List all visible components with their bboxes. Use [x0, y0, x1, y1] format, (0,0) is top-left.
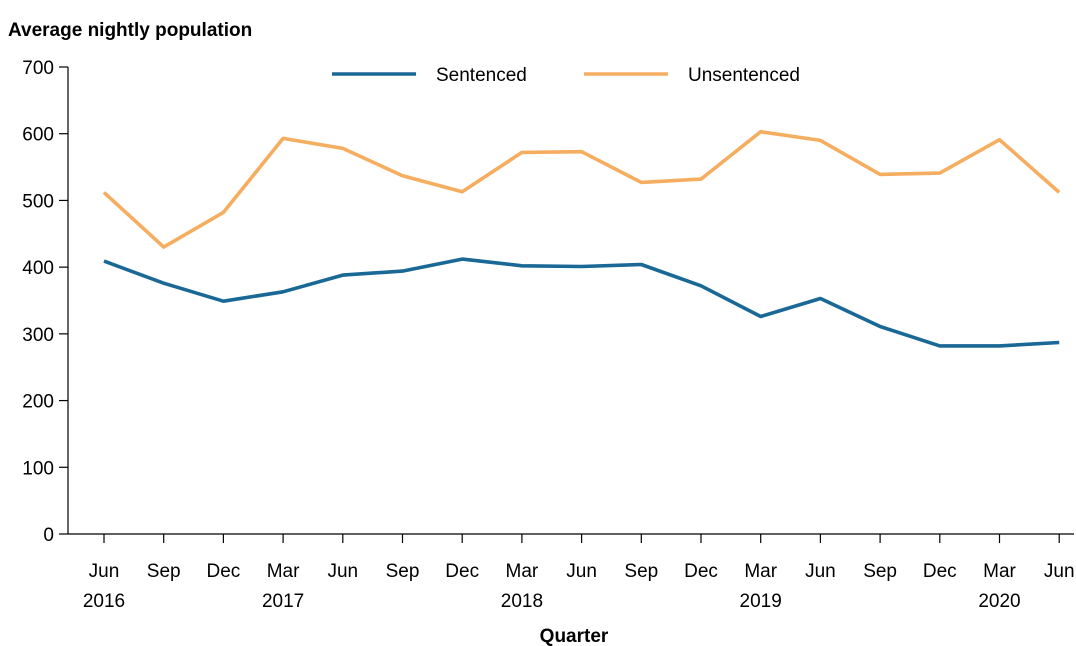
- x-year-label: 2018: [501, 591, 543, 612]
- series-line-unsentenced: [102, 129, 1061, 249]
- x-tick-label: Mar: [744, 561, 777, 582]
- x-tick-label: Jun: [89, 561, 120, 582]
- y-tick-label: 300: [22, 325, 54, 346]
- x-axis: Jun 2016 Sep Dec Mar 2017 Jun Sep Dec Mar 2018 Jun S…: [68, 533, 1075, 612]
- x-tick-label: Mar: [506, 561, 539, 582]
- y-axis-title: Average nightly population: [8, 20, 252, 41]
- y-tick-label: 0: [43, 525, 54, 546]
- x-axis-title: Quarter: [540, 626, 609, 646]
- legend-label-unsentenced: Unsentenced: [688, 65, 800, 86]
- x-tick-label: Dec: [923, 561, 957, 582]
- x-tick-label: Mar: [983, 561, 1016, 582]
- x-tick-label: Sep: [386, 561, 420, 582]
- x-tick-label: Jun: [566, 561, 597, 582]
- y-tick-label: 600: [22, 125, 54, 146]
- y-tick-label: 400: [22, 258, 54, 279]
- y-axis: 0 100 200 300 400 500 600 700: [22, 58, 69, 546]
- x-year-label: 2017: [262, 591, 304, 612]
- series-layer: [102, 129, 1061, 348]
- x-year-label: 2016: [83, 591, 125, 612]
- x-tick-label: Sep: [147, 561, 181, 582]
- y-tick-label: 700: [22, 58, 54, 79]
- x-tick-label: Mar: [267, 561, 300, 582]
- x-tick-label: Jun: [1044, 561, 1075, 582]
- x-tick-label: Jun: [327, 561, 358, 582]
- x-year-label: 2020: [978, 591, 1020, 612]
- x-tick-label: Jun: [805, 561, 836, 582]
- y-tick-label: 500: [22, 191, 54, 212]
- legend: Sentenced Unsentenced: [332, 65, 800, 86]
- x-tick-label: Dec: [684, 561, 718, 582]
- y-tick-label: 200: [22, 392, 54, 413]
- x-tick-label: Dec: [207, 561, 241, 582]
- series-line-sentenced: [103, 257, 1060, 348]
- x-tick-label: Sep: [624, 561, 658, 582]
- x-tick-label: Sep: [863, 561, 897, 582]
- y-tick-label: 100: [22, 458, 54, 479]
- x-tick-label: Dec: [445, 561, 479, 582]
- x-year-label: 2019: [740, 591, 782, 612]
- legend-label-sentenced: Sentenced: [436, 65, 527, 86]
